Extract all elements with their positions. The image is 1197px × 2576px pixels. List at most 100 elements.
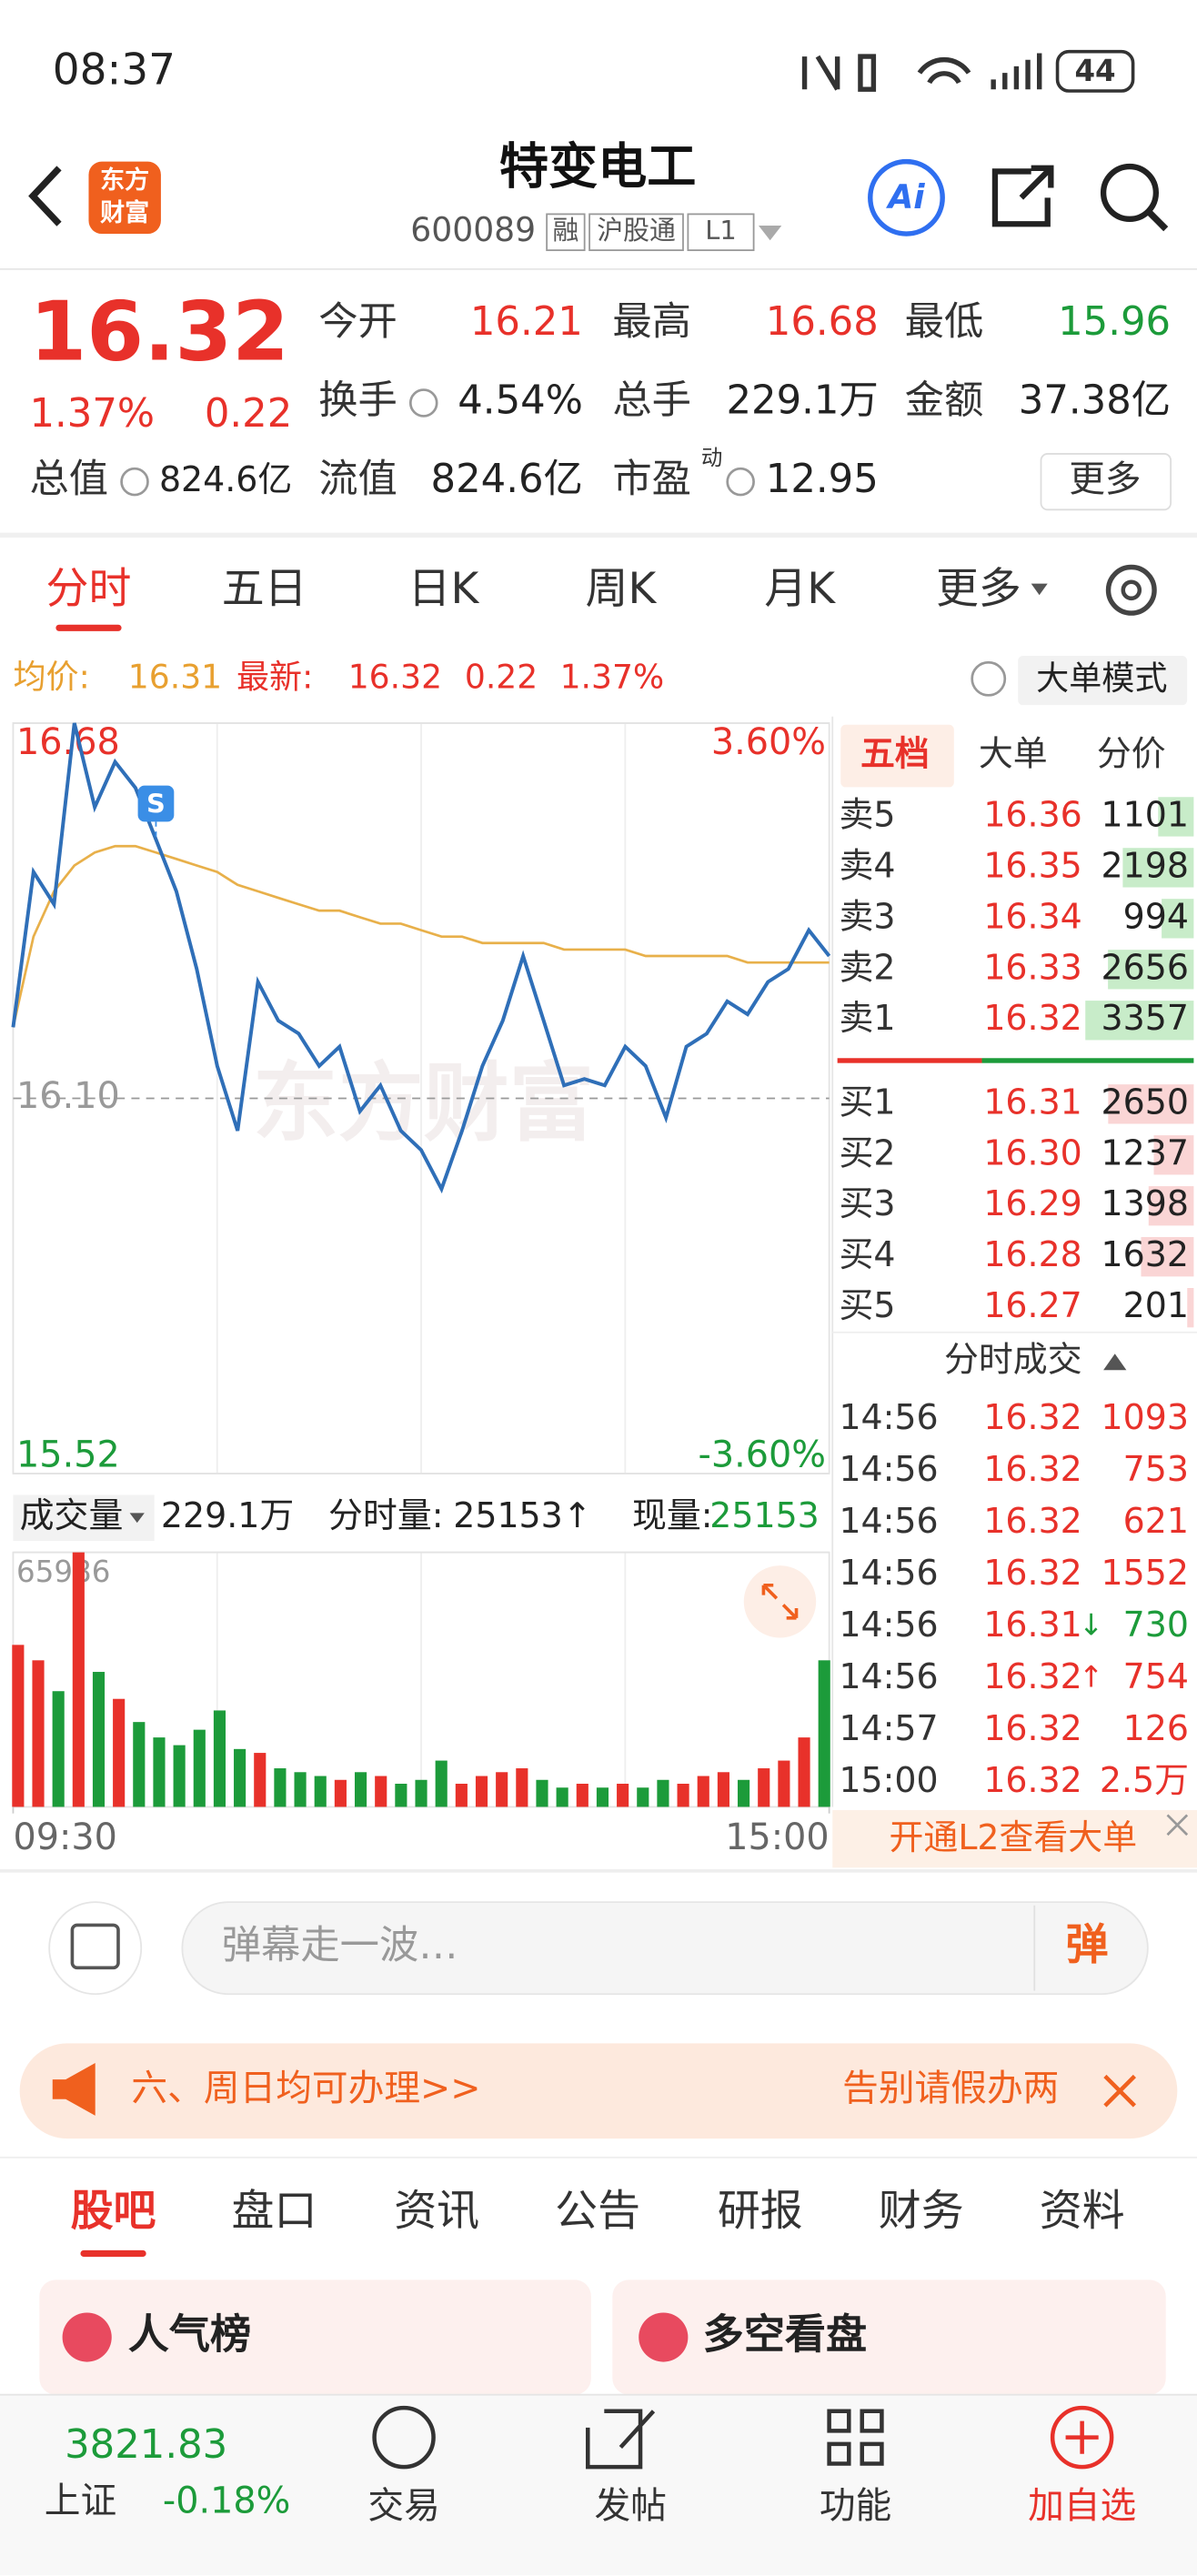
nav-icon	[1050, 2405, 1114, 2470]
ai-button[interactable]	[868, 158, 945, 236]
section-tab[interactable]: 公告	[555, 2187, 640, 2237]
field-label: 总手	[612, 377, 691, 423]
y-tick-label: 15.52	[16, 1434, 120, 1475]
search-button[interactable]	[1100, 163, 1160, 222]
field-label: 最低	[905, 299, 984, 345]
ai-label[interactable]: Ai	[885, 177, 925, 216]
tab[interactable]: 更多	[936, 564, 1021, 614]
card-bg[interactable]	[39, 2279, 591, 2395]
volume-bar	[556, 1787, 568, 1807]
more-button[interactable]	[1040, 453, 1172, 511]
share-button[interactable]	[991, 165, 1054, 227]
notice-close[interactable]	[1103, 2074, 1136, 2108]
field-label: 流值	[318, 457, 397, 502]
mode-button[interactable]	[1018, 655, 1188, 706]
card-title[interactable]: 人气榜	[128, 2310, 251, 2359]
nav-item[interactable]: 功能	[820, 2485, 891, 2527]
nav-item[interactable]: 交易	[367, 2485, 439, 2527]
section-tab[interactable]: 资讯	[394, 2187, 479, 2237]
volume-bar	[375, 1776, 387, 1807]
depth-bar	[1085, 1001, 1194, 1041]
book-label: 卖2	[839, 947, 895, 987]
volume-bar	[596, 1787, 609, 1807]
y-tick-label: 16.10	[16, 1075, 120, 1117]
expand-button[interactable]	[743, 1565, 817, 1638]
volume-bar	[758, 1768, 770, 1807]
y2-tick-label: -3.60%	[699, 1434, 826, 1475]
info-bar-bg	[0, 650, 1197, 710]
settings-button[interactable]	[1105, 564, 1157, 616]
price-line	[11, 722, 831, 1194]
tab-active[interactable]: 分时	[46, 564, 132, 614]
volume-bar	[113, 1698, 126, 1807]
section-tab[interactable]: 研报	[718, 2187, 803, 2237]
l2-banner[interactable]: 开通L2查看大单	[890, 1817, 1138, 1857]
battery-level: 44	[1074, 54, 1115, 88]
book-volume: 994	[1123, 896, 1189, 936]
trade-volume: 621	[1123, 1501, 1189, 1541]
l2-banner-bg[interactable]	[832, 1810, 1197, 1868]
section-tab[interactable]: 盘口	[232, 2187, 317, 2237]
volume-bar	[354, 1772, 367, 1807]
card-icon	[62, 2312, 112, 2362]
book-price: 16.27	[983, 1285, 1081, 1325]
book-tab[interactable]: 分价	[1097, 734, 1166, 774]
nav-item[interactable]: 加自选	[1028, 2485, 1136, 2527]
comment-icon	[70, 1923, 120, 1970]
trade-price: 16.32	[983, 1397, 1081, 1437]
tab[interactable]: 月K	[764, 564, 836, 614]
divider	[0, 267, 1197, 270]
book-tab-active[interactable]: 五档	[860, 734, 930, 774]
section-tab[interactable]: 财务	[879, 2187, 964, 2237]
field-value: 37.38亿	[1019, 377, 1171, 423]
minute-value: 25153↑	[453, 1495, 591, 1535]
field-label: 换手	[318, 377, 397, 423]
back-button[interactable]	[28, 166, 62, 226]
book-label: 卖5	[839, 794, 895, 834]
section-tab[interactable]: 资料	[1040, 2187, 1125, 2237]
volume-label[interactable]: 成交量	[20, 1495, 124, 1535]
help-icon	[971, 660, 1007, 697]
price-pct: 1.37%	[29, 391, 155, 437]
latest-pct: 1.37%	[560, 657, 665, 696]
annotation-badge	[137, 785, 175, 822]
book-tab-active-bg	[840, 724, 954, 788]
comment-icon-bg[interactable]	[48, 1901, 143, 1996]
card-bg[interactable]	[612, 2279, 1166, 2395]
book-price: 16.36	[983, 794, 1081, 834]
divider	[0, 532, 1197, 538]
tab-underline	[55, 624, 122, 631]
depth-bar	[1153, 1135, 1194, 1175]
tab[interactable]: 日K	[408, 564, 480, 614]
tab[interactable]: 周K	[586, 564, 658, 614]
search-handle	[1147, 210, 1169, 232]
trade-price: 16.32	[983, 1656, 1081, 1696]
nav-icon	[586, 2409, 656, 2470]
more-label[interactable]: 更多	[1069, 458, 1141, 500]
volume-bar	[294, 1772, 307, 1807]
expand-icon	[761, 1583, 799, 1620]
card-title[interactable]: 多空看盘	[703, 2310, 868, 2359]
section-tab-active[interactable]: 股吧	[71, 2187, 156, 2237]
avg-label: 均价:	[13, 657, 89, 696]
now-label: 现量:	[632, 1495, 713, 1535]
nav-item[interactable]: 发帖	[594, 2485, 666, 2527]
depth-bar	[1158, 797, 1194, 837]
field-value: 824.6亿	[431, 457, 583, 502]
book-price: 16.29	[983, 1183, 1081, 1223]
volume-selector[interactable]	[13, 1494, 155, 1542]
danmaku-button[interactable]: 弹	[1066, 1920, 1109, 1970]
tag: 融	[552, 215, 578, 246]
x-tick-label: 15:00	[725, 1816, 829, 1858]
comment-input[interactable]	[181, 1901, 1149, 1996]
book-volume: 1632	[1101, 1234, 1189, 1274]
tab[interactable]: 五日	[222, 564, 307, 614]
spread-green	[981, 1058, 1194, 1063]
book-tab[interactable]: 大单	[979, 734, 1048, 774]
nav-icon-plus	[1065, 2420, 1099, 2454]
field-label: 总值	[29, 457, 108, 502]
volume-bar	[697, 1776, 709, 1807]
mode-label[interactable]: 大单模式	[1036, 659, 1167, 698]
field-label: 今开	[318, 299, 397, 345]
